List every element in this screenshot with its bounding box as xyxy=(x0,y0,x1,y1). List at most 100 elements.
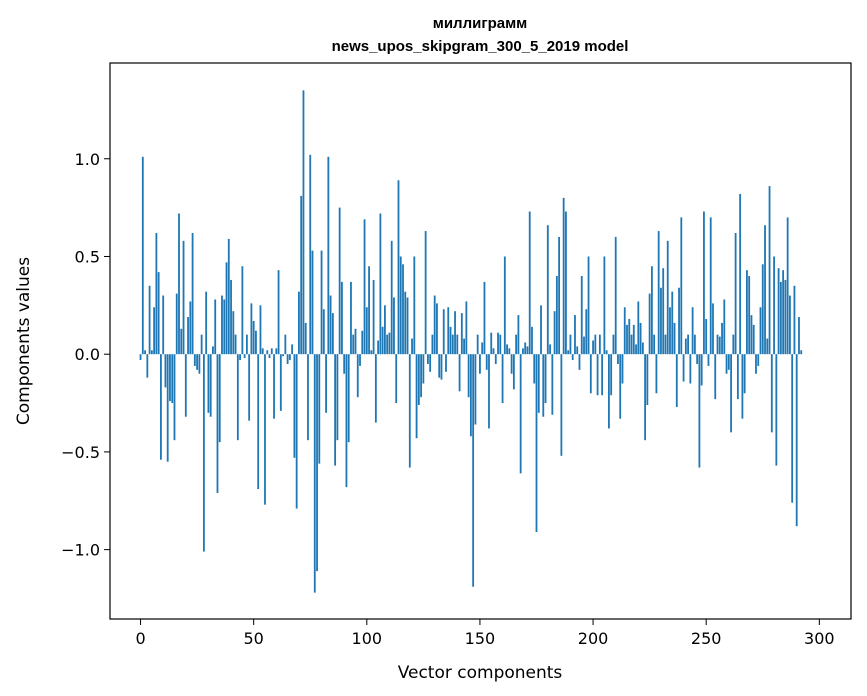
bar-component-88 xyxy=(338,207,341,355)
bar-component-157 xyxy=(494,354,497,364)
bar-component-187 xyxy=(562,197,565,355)
bar-component-103 xyxy=(372,279,375,355)
bar-component-227 xyxy=(653,334,656,355)
bar-component-226 xyxy=(650,266,653,355)
bar-component-255 xyxy=(716,334,719,355)
bar-component-205 xyxy=(603,256,606,355)
bar-component-198 xyxy=(587,256,590,355)
y-tick-label: 0.0 xyxy=(75,345,100,364)
bar-component-25 xyxy=(196,354,199,370)
bar-component-70 xyxy=(298,291,300,355)
bar-component-119 xyxy=(408,354,411,468)
bar-component-54 xyxy=(261,348,264,355)
bar-component-135 xyxy=(445,354,447,372)
bar-component-82 xyxy=(325,354,327,413)
bar-component-27 xyxy=(200,334,203,355)
bar-component-189 xyxy=(567,350,570,355)
bar-component-167 xyxy=(517,315,520,355)
bar-component-274 xyxy=(759,307,762,355)
bar-component-155 xyxy=(490,332,493,355)
bar-component-276 xyxy=(764,225,766,355)
bar-component-152 xyxy=(483,281,486,355)
bar-component-208 xyxy=(610,354,613,396)
bar-component-77 xyxy=(313,354,316,593)
bar-component-190 xyxy=(569,334,572,355)
bar-component-163 xyxy=(508,348,511,355)
bar-component-55 xyxy=(264,354,266,505)
bar-component-69 xyxy=(295,354,298,509)
bar-component-127 xyxy=(426,354,429,364)
bar-component-12 xyxy=(166,354,169,462)
bar-component-72 xyxy=(302,90,305,355)
bar-component-289 xyxy=(793,285,796,355)
bar-component-30 xyxy=(207,354,210,413)
bar-component-41 xyxy=(232,311,235,355)
bar-component-285 xyxy=(784,279,787,355)
bar-component-238 xyxy=(678,287,680,355)
bar-component-237 xyxy=(675,354,678,407)
bar-component-114 xyxy=(397,180,400,355)
bar-component-170 xyxy=(524,342,527,355)
bar-component-202 xyxy=(596,354,599,396)
bar-component-225 xyxy=(648,293,651,355)
bar-component-13 xyxy=(169,354,171,402)
bar-component-89 xyxy=(341,281,343,355)
bar-component-204 xyxy=(601,354,604,396)
bar-component-214 xyxy=(623,307,626,355)
bar-component-23 xyxy=(191,233,194,355)
bar-component-15 xyxy=(173,354,176,441)
bar-component-173 xyxy=(531,326,533,355)
bar-component-263 xyxy=(734,233,737,355)
bar-component-78 xyxy=(316,354,318,572)
bar-component-194 xyxy=(578,354,581,370)
bar-component-283 xyxy=(779,281,782,355)
bar-component-180 xyxy=(546,225,549,355)
bar-component-181 xyxy=(549,344,551,355)
bar-component-36 xyxy=(221,295,223,355)
bar-component-3 xyxy=(146,354,149,378)
bar-component-6 xyxy=(153,307,156,355)
bar-component-159 xyxy=(499,334,502,355)
bar-component-102 xyxy=(370,350,373,355)
bar-component-111 xyxy=(390,240,393,355)
bar-component-149 xyxy=(476,334,479,355)
bar-component-259 xyxy=(725,354,728,374)
bar-component-138 xyxy=(451,334,454,355)
bar-component-277 xyxy=(766,338,769,355)
bar-component-210 xyxy=(614,236,617,355)
bar-component-107 xyxy=(381,326,384,355)
bars-group xyxy=(139,90,803,593)
x-tick-label: 250 xyxy=(691,629,722,648)
bar-component-94 xyxy=(352,334,355,355)
bar-component-287 xyxy=(789,295,791,355)
bar-component-141 xyxy=(458,354,461,392)
bar-component-97 xyxy=(359,354,361,366)
bar-component-108 xyxy=(384,305,386,355)
bar-component-9 xyxy=(160,354,162,460)
bar-component-128 xyxy=(429,354,432,372)
bar-component-37 xyxy=(223,299,226,355)
bar-component-176 xyxy=(537,354,540,413)
bar-component-48 xyxy=(248,354,251,421)
bar-component-160 xyxy=(501,354,504,404)
bar-component-264 xyxy=(736,354,739,400)
bar-component-145 xyxy=(467,354,470,398)
bar-component-126 xyxy=(424,231,427,355)
bar-component-235 xyxy=(671,291,674,355)
bar-component-7 xyxy=(155,233,158,355)
bar-component-222 xyxy=(641,342,644,355)
bar-component-20 xyxy=(184,354,187,417)
bar-component-85 xyxy=(331,313,334,355)
bar-component-45 xyxy=(241,266,244,355)
y-tick-label: −0.5 xyxy=(61,443,100,462)
bar-component-40 xyxy=(230,279,232,355)
bar-component-249 xyxy=(703,211,705,355)
bar-component-18 xyxy=(180,328,183,355)
bar-component-140 xyxy=(456,334,459,355)
bar-component-131 xyxy=(436,303,438,355)
bar-component-73 xyxy=(304,322,307,355)
bar-component-286 xyxy=(786,217,789,355)
bar-component-35 xyxy=(218,354,221,443)
y-tick-label: −1.0 xyxy=(61,541,100,560)
bar-component-269 xyxy=(748,276,751,355)
